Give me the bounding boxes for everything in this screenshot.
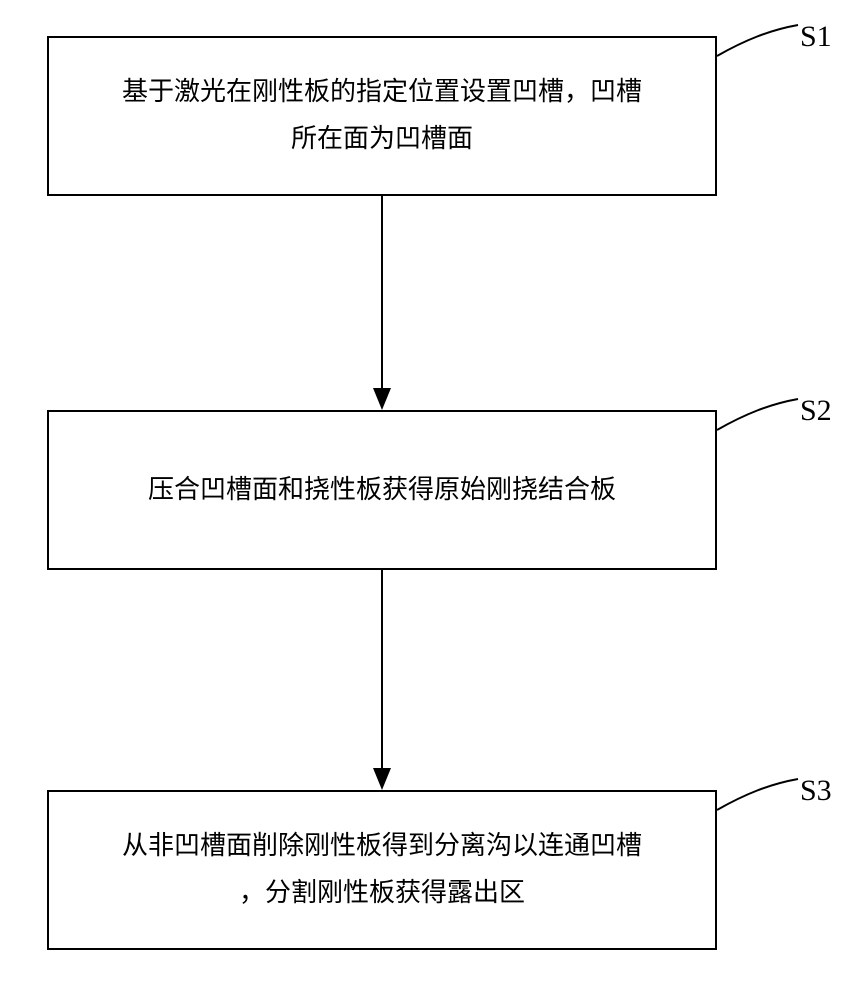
step-label-s1: S1	[800, 20, 832, 54]
step-text-line: ，分割刚性板获得露出区	[239, 878, 525, 907]
step-box-s3: 从非凹槽面削除刚性板得到分离沟以连通凹槽 ，分割刚性板获得露出区	[47, 790, 717, 950]
arrow-s1-s2-head	[373, 388, 391, 410]
step-label-s3: S3	[800, 774, 832, 808]
arrow-s2-s3-head	[373, 768, 391, 790]
step-text-line: 压合凹槽面和挠性板获得原始刚挠结合板	[148, 475, 616, 504]
step-text-s2: 压合凹槽面和挠性板获得原始刚挠结合板	[148, 467, 616, 514]
step-text-line: 从非凹槽面削除刚性板得到分离沟以连通凹槽	[122, 831, 642, 860]
step-text-line: 基于激光在刚性板的指定位置设置凹槽，凹槽	[122, 77, 642, 106]
step-box-s1: 基于激光在刚性板的指定位置设置凹槽，凹槽 所在面为凹槽面	[47, 36, 717, 196]
arrow-s2-s3-line	[381, 570, 383, 768]
step-box-s2: 压合凹槽面和挠性板获得原始刚挠结合板	[47, 410, 717, 570]
step-text-line: 所在面为凹槽面	[291, 124, 473, 153]
step-label-s2: S2	[800, 394, 832, 428]
step-text-s3: 从非凹槽面削除刚性板得到分离沟以连通凹槽 ，分割刚性板获得露出区	[122, 823, 642, 917]
arrow-s1-s2-line	[381, 196, 383, 388]
flowchart-canvas: 基于激光在刚性板的指定位置设置凹槽，凹槽 所在面为凹槽面 S1 压合凹槽面和挠性…	[0, 0, 857, 1000]
step-text-s1: 基于激光在刚性板的指定位置设置凹槽，凹槽 所在面为凹槽面	[122, 69, 642, 163]
